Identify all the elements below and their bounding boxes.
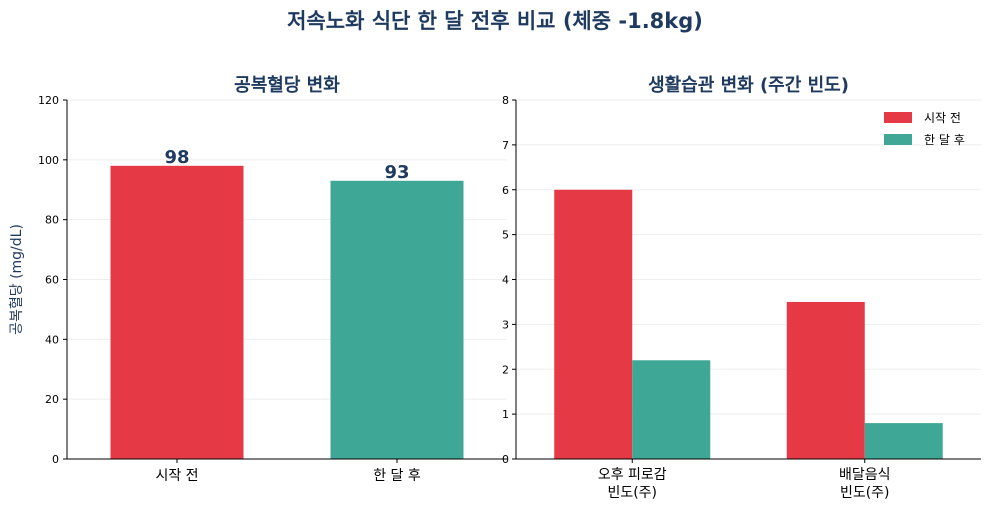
right-y-tick-label: 4: [502, 274, 509, 287]
left-y-tick-label: 80: [45, 214, 59, 227]
right-x-tick-label-line: 배달음식: [839, 467, 891, 483]
right-y-tick-label: 8: [502, 94, 509, 107]
right-chart-title: 생활습관 변화 (주간 빈도): [648, 75, 849, 96]
left-y-tick-label: 40: [45, 333, 59, 346]
right-chart: 생활습관 변화 (주간 빈도)오후 피로감 빈도(주)배달음식 빈도(주)01234…: [502, 75, 981, 501]
right-y-tick-label: 6: [502, 184, 509, 197]
legend-swatch-before: [884, 112, 912, 123]
left-y-tick-label: 0: [52, 453, 59, 466]
left-bar-data-label: 98: [164, 147, 189, 168]
left-bar-data-label: 93: [384, 162, 409, 183]
legend-label: 한 달 후: [924, 133, 965, 147]
left-y-axis-label: 공복혈당 (mg/dL): [9, 224, 25, 335]
left-y-tick-label: 60: [45, 274, 59, 287]
right-y-tick-label: 7: [502, 139, 509, 152]
right-legend: 시작 전한 달 후: [884, 111, 965, 147]
left-y-tick-label: 120: [38, 94, 59, 107]
right-y-tick-label: 3: [502, 318, 509, 331]
left-x-tick-label: 시작 전: [155, 468, 198, 484]
right-bar-after: [632, 360, 711, 459]
right-x-tick-label-line: 빈도(주): [840, 485, 890, 501]
legend-label: 시작 전: [924, 111, 961, 125]
figure-title: 저속노화 식단 한 달 전후 비교 (체중 -1.8kg): [287, 9, 703, 33]
right-y-tick-label: 0: [502, 453, 509, 466]
right-y-tick-label: 1: [502, 408, 509, 421]
left-x-tick-label: 한 달 후: [373, 468, 421, 484]
legend-swatch-after: [884, 134, 912, 145]
right-bar-before: [786, 301, 865, 459]
left-bar-after: [330, 180, 464, 459]
left-y-tick-label: 20: [45, 393, 59, 406]
left-bar-before: [110, 165, 244, 460]
right-y-tick-label: 2: [502, 363, 509, 376]
left-y-tick-label: 100: [38, 154, 59, 167]
right-y-tick-label: 5: [502, 229, 509, 242]
right-x-tick-label-line: 오후 피로감: [598, 467, 667, 483]
right-bar-before: [554, 189, 633, 459]
right-bar-after: [864, 423, 943, 459]
left-chart-title: 공복혈당 변화: [234, 74, 340, 96]
right-x-tick-label-line: 빈도(주): [607, 485, 657, 501]
